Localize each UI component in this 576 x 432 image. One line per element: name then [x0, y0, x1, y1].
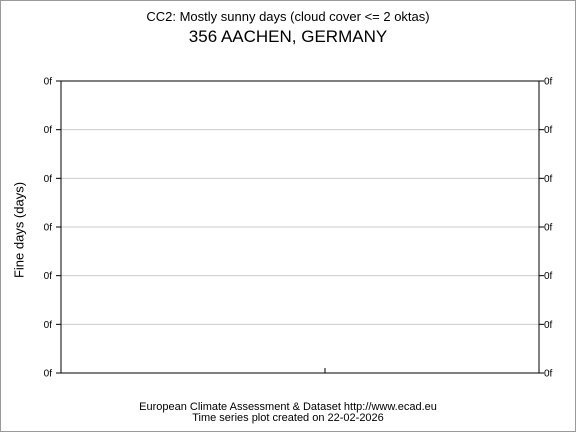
y-tick-label-left: 0f — [44, 223, 53, 234]
y-tick-label-left: 0f — [44, 77, 53, 88]
y-tick-label-right: 0f — [544, 369, 553, 380]
y-tick-label-right: 0f — [544, 174, 553, 185]
station-title: 356 AACHEN, GERMANY — [188, 27, 388, 46]
y-axis-left: 0f 0f 0f 0f 0f 0f 0f — [44, 77, 61, 380]
y-tick-label-left: 0f — [44, 320, 53, 331]
y-axis-right: 0f 0f 0f 0f 0f 0f 0f — [539, 77, 553, 380]
footer-source: European Climate Assessment & Dataset ht… — [139, 401, 437, 413]
chart-title: CC2: Mostly sunny days (cloud cover <= 2… — [146, 9, 430, 24]
y-tick-label-left: 0f — [44, 174, 53, 185]
footer-created: Time series plot created on 22-02-2026 — [192, 412, 384, 424]
y-tick-label-left: 0f — [44, 125, 53, 136]
y-tick-label-left: 0f — [44, 369, 53, 380]
y-tick-label-right: 0f — [544, 223, 553, 234]
y-tick-label-right: 0f — [544, 77, 553, 88]
gridlines — [61, 129, 539, 325]
y-tick-label-right: 0f — [544, 271, 553, 282]
y-tick-label-right: 0f — [544, 125, 553, 136]
y-tick-label-left: 0f — [44, 271, 53, 282]
y-tick-label-right: 0f — [544, 320, 553, 331]
